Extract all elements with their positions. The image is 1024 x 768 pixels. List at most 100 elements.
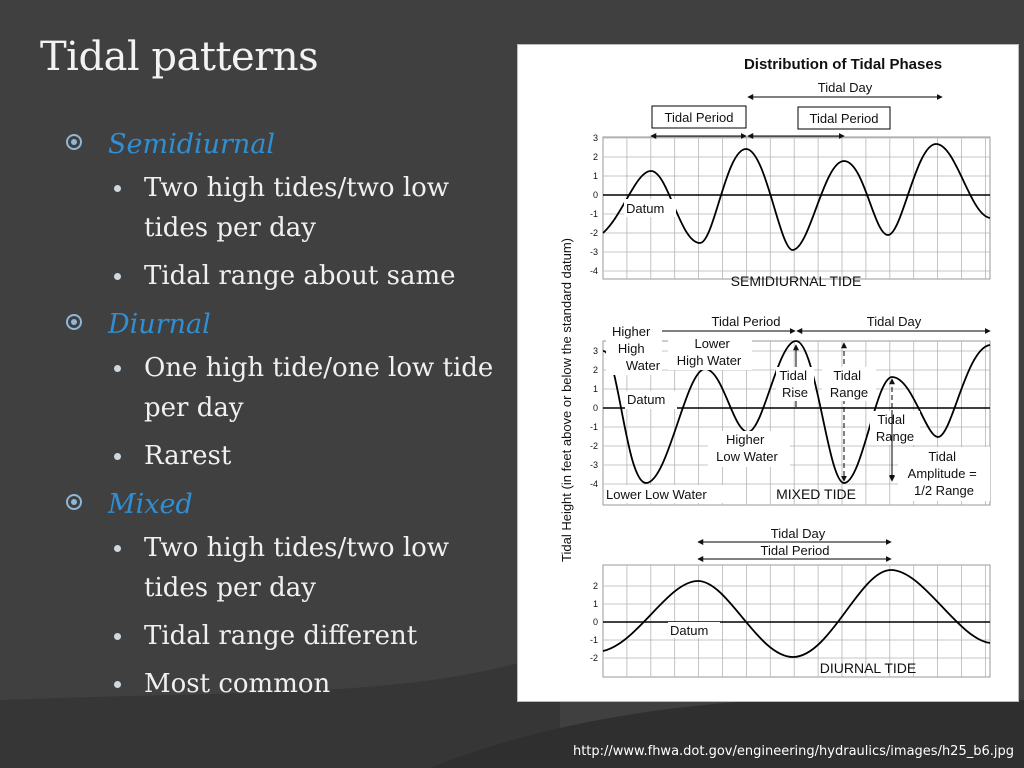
sub-bullet: Tidal range different [114, 616, 506, 656]
sub-bullet: Most common [114, 664, 506, 704]
dot-bullet-icon [114, 545, 121, 552]
y-tick-label: 1 [593, 599, 598, 609]
source-url: http://www.fhwa.dot.gov/engineering/hydr… [572, 744, 1014, 759]
mixed-ticks: 3 2 1 0 -1 -2 -3 -4 [590, 346, 598, 489]
tidal-range-label: Tidal Range [830, 368, 868, 400]
grid-frame [602, 564, 991, 678]
sub-bullet-text: Most common [144, 669, 331, 699]
tidal-period-box [651, 105, 747, 129]
label-bg [776, 367, 814, 401]
y-tick-label: 3 [593, 346, 598, 356]
label-bg [822, 367, 876, 401]
tidal-amplitude-label: Tidal Amplitude = 1/2 Range [908, 449, 981, 498]
y-tick-label: 1 [593, 384, 598, 394]
mixed-tide-label: MIXED TIDE [776, 486, 856, 502]
y-tick-label: -1 [590, 422, 598, 432]
datum-label-bg [625, 391, 677, 409]
sub-bullet-text: Rarest [144, 441, 232, 471]
bullet-mixed: Mixed Two high tides/two low tides per d… [66, 486, 506, 704]
dot-bullet-icon [114, 185, 121, 192]
mixed-panel: 3 2 1 0 -1 -2 -3 -4 Tidal Period Tidal Day High… [590, 314, 991, 506]
dot-bullet-icon [114, 453, 121, 460]
bullet-diurnal: Diurnal One high tide/one low tide per d… [66, 306, 506, 476]
diurnal-tide-curve [602, 569, 991, 658]
sub-bullet: One high tide/one low tide per day [114, 348, 506, 428]
sub-bullet: Two high tides/two low tides per day [114, 168, 506, 248]
y-axis-label: Tidal Height (in feet above or below the… [559, 238, 574, 562]
tidal-period-box [797, 106, 891, 130]
label-bg [898, 447, 990, 501]
tidal-rise-label: Tidal Rise [779, 368, 810, 400]
y-tick-label: -4 [590, 266, 598, 276]
diurnal-ticks: 2 1 0 -1 -2 [590, 581, 598, 663]
tidal-day-label: Tidal Day [771, 526, 826, 541]
label-bg [668, 336, 752, 370]
label-bg [606, 323, 662, 375]
y-tick-label: 2 [593, 152, 598, 162]
y-tick-label: -1 [590, 209, 598, 219]
sub-bullet-text: Tidal range about same [144, 261, 456, 291]
semidiurnal-tide-curve [602, 143, 991, 251]
datum-label: Datum [626, 201, 664, 216]
semidiurnal-tide-label: SEMIDIURNAL TIDE [731, 273, 862, 289]
y-tick-label: 2 [593, 365, 598, 375]
lower-high-water-label: Lower High Water [677, 336, 742, 368]
datum-label: Datum [627, 392, 665, 407]
tidal-period-label: Tidal Period [761, 543, 830, 558]
dot-bullet-icon [114, 273, 121, 280]
dot-bullet-icon [114, 633, 121, 640]
y-tick-label: -3 [590, 460, 598, 470]
diurnal-panel: 2 1 0 -1 -2 Tidal Day Tidal Period Datum DIU… [590, 526, 991, 678]
higher-low-water-label: Higher Low Water [716, 432, 778, 464]
sub-bullet-text: Tidal range different [144, 621, 418, 651]
tidal-day-label: Tidal Day [818, 80, 873, 95]
target-bullet-icon [66, 134, 82, 150]
y-tick-label: 3 [593, 133, 598, 143]
bullet-semidiurnal: Semidiurnal Two high tides/two low tides… [66, 126, 506, 296]
datum-label-bg [668, 622, 720, 638]
bullet-list: Semidiurnal Two high tides/two low tides… [66, 126, 506, 714]
diurnal-tide-label: DIURNAL TIDE [820, 660, 916, 676]
label-bg [708, 431, 790, 467]
y-tick-label: 0 [593, 190, 598, 200]
tidal-period-label: Tidal Period [712, 314, 781, 329]
y-tick-label: 0 [593, 617, 598, 627]
tidal-period-label: Tidal Period [665, 110, 734, 125]
y-tick-label: 2 [593, 581, 598, 591]
tidal-day-label: Tidal Day [867, 314, 922, 329]
sub-bullet: Rarest [114, 436, 506, 476]
sub-bullet: Tidal range about same [114, 256, 506, 296]
dot-bullet-icon [114, 365, 121, 372]
bullet-heading: Mixed [108, 489, 193, 520]
tidal-phases-figure: Distribution of Tidal Phases Tidal Heigh… [517, 44, 1019, 702]
y-tick-label: -2 [590, 441, 598, 451]
datum-label: Datum [670, 623, 708, 638]
semidiurnal-ticks: 3 2 1 0 -1 -2 -3 -4 [590, 133, 598, 276]
dot-bullet-icon [114, 681, 121, 688]
sub-bullet-text: Two high tides/two low tides per day [144, 173, 450, 243]
sub-bullet-text: One high tide/one low tide per day [144, 353, 494, 423]
sub-bullet: Two high tides/two low tides per day [114, 528, 506, 608]
label-bg [870, 411, 920, 445]
y-tick-label: -1 [590, 635, 598, 645]
tidal-period-label: Tidal Period [810, 111, 879, 126]
y-tick-label: 0 [593, 403, 598, 413]
label-bg [604, 485, 732, 503]
y-tick-label: 1 [593, 171, 598, 181]
higher-high-water-label: Higher High Water [612, 324, 661, 373]
diurnal-grid [602, 564, 991, 678]
y-tick-label: -2 [590, 653, 598, 663]
page-title: Tidal patterns [40, 34, 319, 80]
target-bullet-icon [66, 494, 82, 510]
y-tick-label: -3 [590, 247, 598, 257]
y-tick-label: -4 [590, 479, 598, 489]
figure-title: Distribution of Tidal Phases [744, 56, 942, 73]
y-tick-label: -2 [590, 228, 598, 238]
lower-low-water-label: Lower Low Water [606, 487, 707, 502]
datum-label-bg [624, 199, 676, 217]
tidal-range-label: Tidal Range [876, 412, 914, 444]
target-bullet-icon [66, 314, 82, 330]
semidiurnal-panel: 3 2 1 0 -1 -2 -3 -4 Tidal Day Tidal Period Tida… [590, 80, 991, 289]
sub-bullet-text: Two high tides/two low tides per day [144, 533, 450, 603]
